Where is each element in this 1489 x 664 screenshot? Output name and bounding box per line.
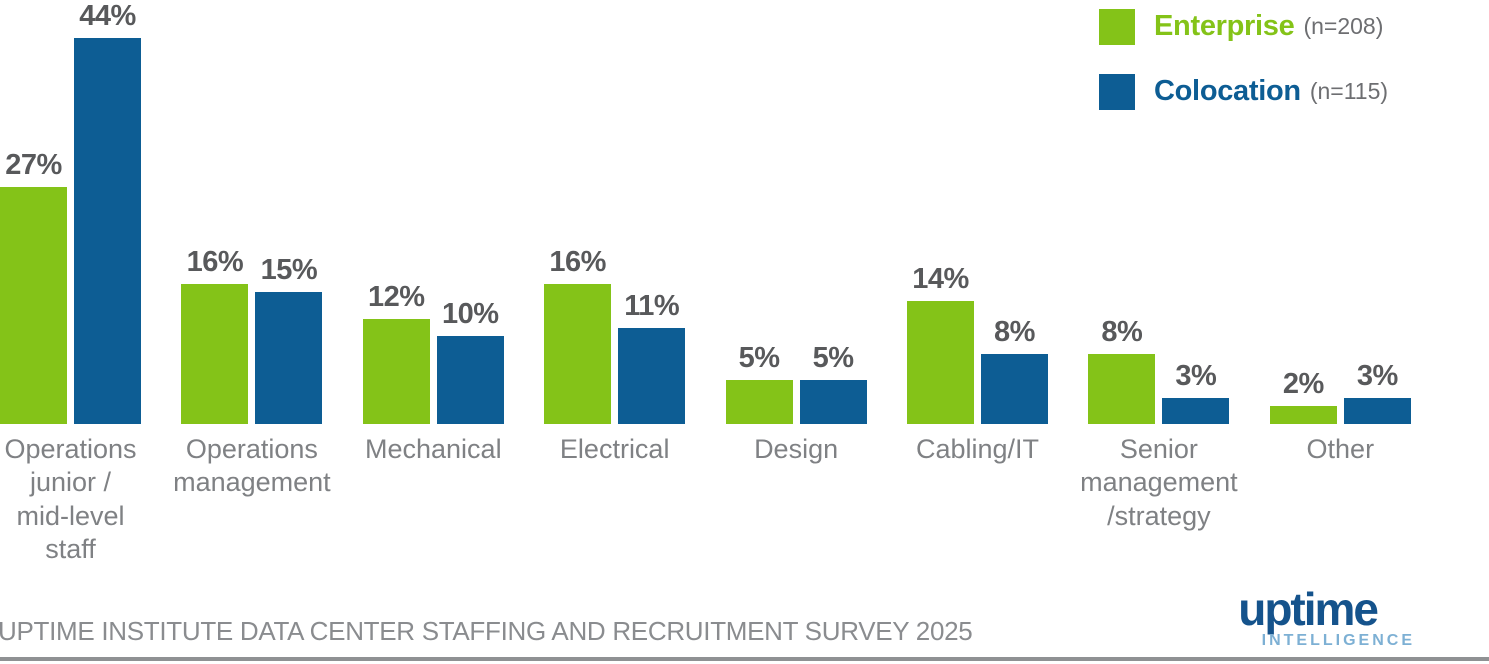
category-label-0: Operations junior / mid-level staff	[4, 434, 137, 565]
enterprise-bar-3	[544, 284, 612, 424]
colocation-bar-value-2: 10%	[442, 298, 499, 330]
bar-chart-plot: 27% 44% Operations junior / mid-level staf…	[0, 0, 1411, 564]
bar-group-5: 14% 8% Cabling/IT	[907, 0, 1048, 464]
legend-item-enterprise: Enterprise (n=208)	[1099, 8, 1388, 45]
bar-group-4: 5% 5% Design	[725, 0, 867, 464]
logo-sub-brand: INTELLIGENCE	[1261, 632, 1415, 649]
legend-item-colocation: Colocation (n=115)	[1099, 73, 1388, 110]
bar-group-7: 2% 3% Other	[1269, 0, 1411, 464]
bar-group-6: 8% 3% Senior management /strategy	[1080, 0, 1238, 531]
bar-group-0: 27% 44% Operations junior / mid-level staf…	[0, 0, 141, 564]
category-label-5: Cabling/IT	[915, 434, 1040, 464]
bar-group-1: 16% 15% Operations management	[173, 0, 331, 498]
legend-label-enterprise: Enterprise	[1154, 10, 1295, 42]
enterprise-bar-5	[907, 301, 974, 424]
category-label-4: Design	[754, 434, 839, 464]
logo-wordmark: uptime	[1238, 583, 1379, 635]
colocation-bar-3	[618, 328, 686, 424]
colocation-bar-6	[1162, 398, 1230, 424]
uptime-intelligence-logo: uptime INTELLIGENCE	[1238, 586, 1415, 649]
colocation-bar-2	[436, 336, 504, 424]
colocation-bar-1	[255, 292, 323, 424]
colocation-swatch-icon	[1099, 73, 1135, 110]
enterprise-bar-value-7: 2%	[1282, 368, 1324, 400]
legend-label-colocation: Colocation	[1154, 75, 1301, 107]
colocation-bar-value-5: 8%	[994, 316, 1035, 348]
bar-group-2: 12% 10% Mechanical	[362, 0, 504, 464]
enterprise-bar-value-2: 12%	[368, 281, 425, 313]
colocation-bar-value-0: 44%	[79, 0, 136, 32]
colocation-bar-4	[799, 380, 867, 424]
colocation-bar-7	[1343, 398, 1411, 424]
bar-group-3: 16% 11% Electrical	[544, 0, 686, 464]
colocation-bar-value-1: 15%	[260, 254, 318, 286]
enterprise-bar-value-4: 5%	[738, 342, 780, 374]
colocation-bar-value-6: 3%	[1175, 360, 1217, 392]
enterprise-bar-value-0: 27%	[5, 149, 62, 181]
category-label-7: Other	[1306, 434, 1375, 464]
enterprise-bar-4	[725, 380, 793, 424]
colocation-bar-value-4: 5%	[812, 342, 854, 374]
enterprise-bar-1	[181, 284, 249, 424]
enterprise-bar-6	[1088, 354, 1156, 424]
category-label-1: Operations management	[173, 434, 331, 498]
colocation-bar-value-3: 11%	[624, 290, 680, 322]
enterprise-bar-value-5: 14%	[912, 263, 969, 295]
source-attribution: UPTIME INSTITUTE DATA CENTER STAFFING AN…	[0, 616, 973, 646]
enterprise-bar-value-1: 16%	[186, 246, 244, 278]
bottom-divider	[0, 657, 1489, 661]
chart-legend: Enterprise (n=208) Colocation (n=115)	[1099, 8, 1388, 138]
enterprise-swatch-icon	[1099, 8, 1135, 45]
legend-sample-size-colocation: (n=115)	[1309, 78, 1389, 104]
enterprise-bar-7	[1269, 406, 1337, 424]
enterprise-bar-2	[362, 319, 430, 424]
category-label-6: Senior management /strategy	[1080, 434, 1238, 531]
category-label-3: Electrical	[559, 434, 670, 464]
category-label-2: Mechanical	[365, 434, 502, 464]
colocation-bar-0	[74, 38, 141, 424]
enterprise-bar-value-6: 8%	[1101, 316, 1143, 348]
enterprise-bar-value-3: 16%	[549, 246, 606, 278]
colocation-bar-value-7: 3%	[1356, 360, 1398, 392]
colocation-bar-5	[981, 354, 1048, 424]
legend-sample-size-enterprise: (n=208)	[1303, 13, 1384, 39]
enterprise-bar-0	[0, 187, 67, 424]
